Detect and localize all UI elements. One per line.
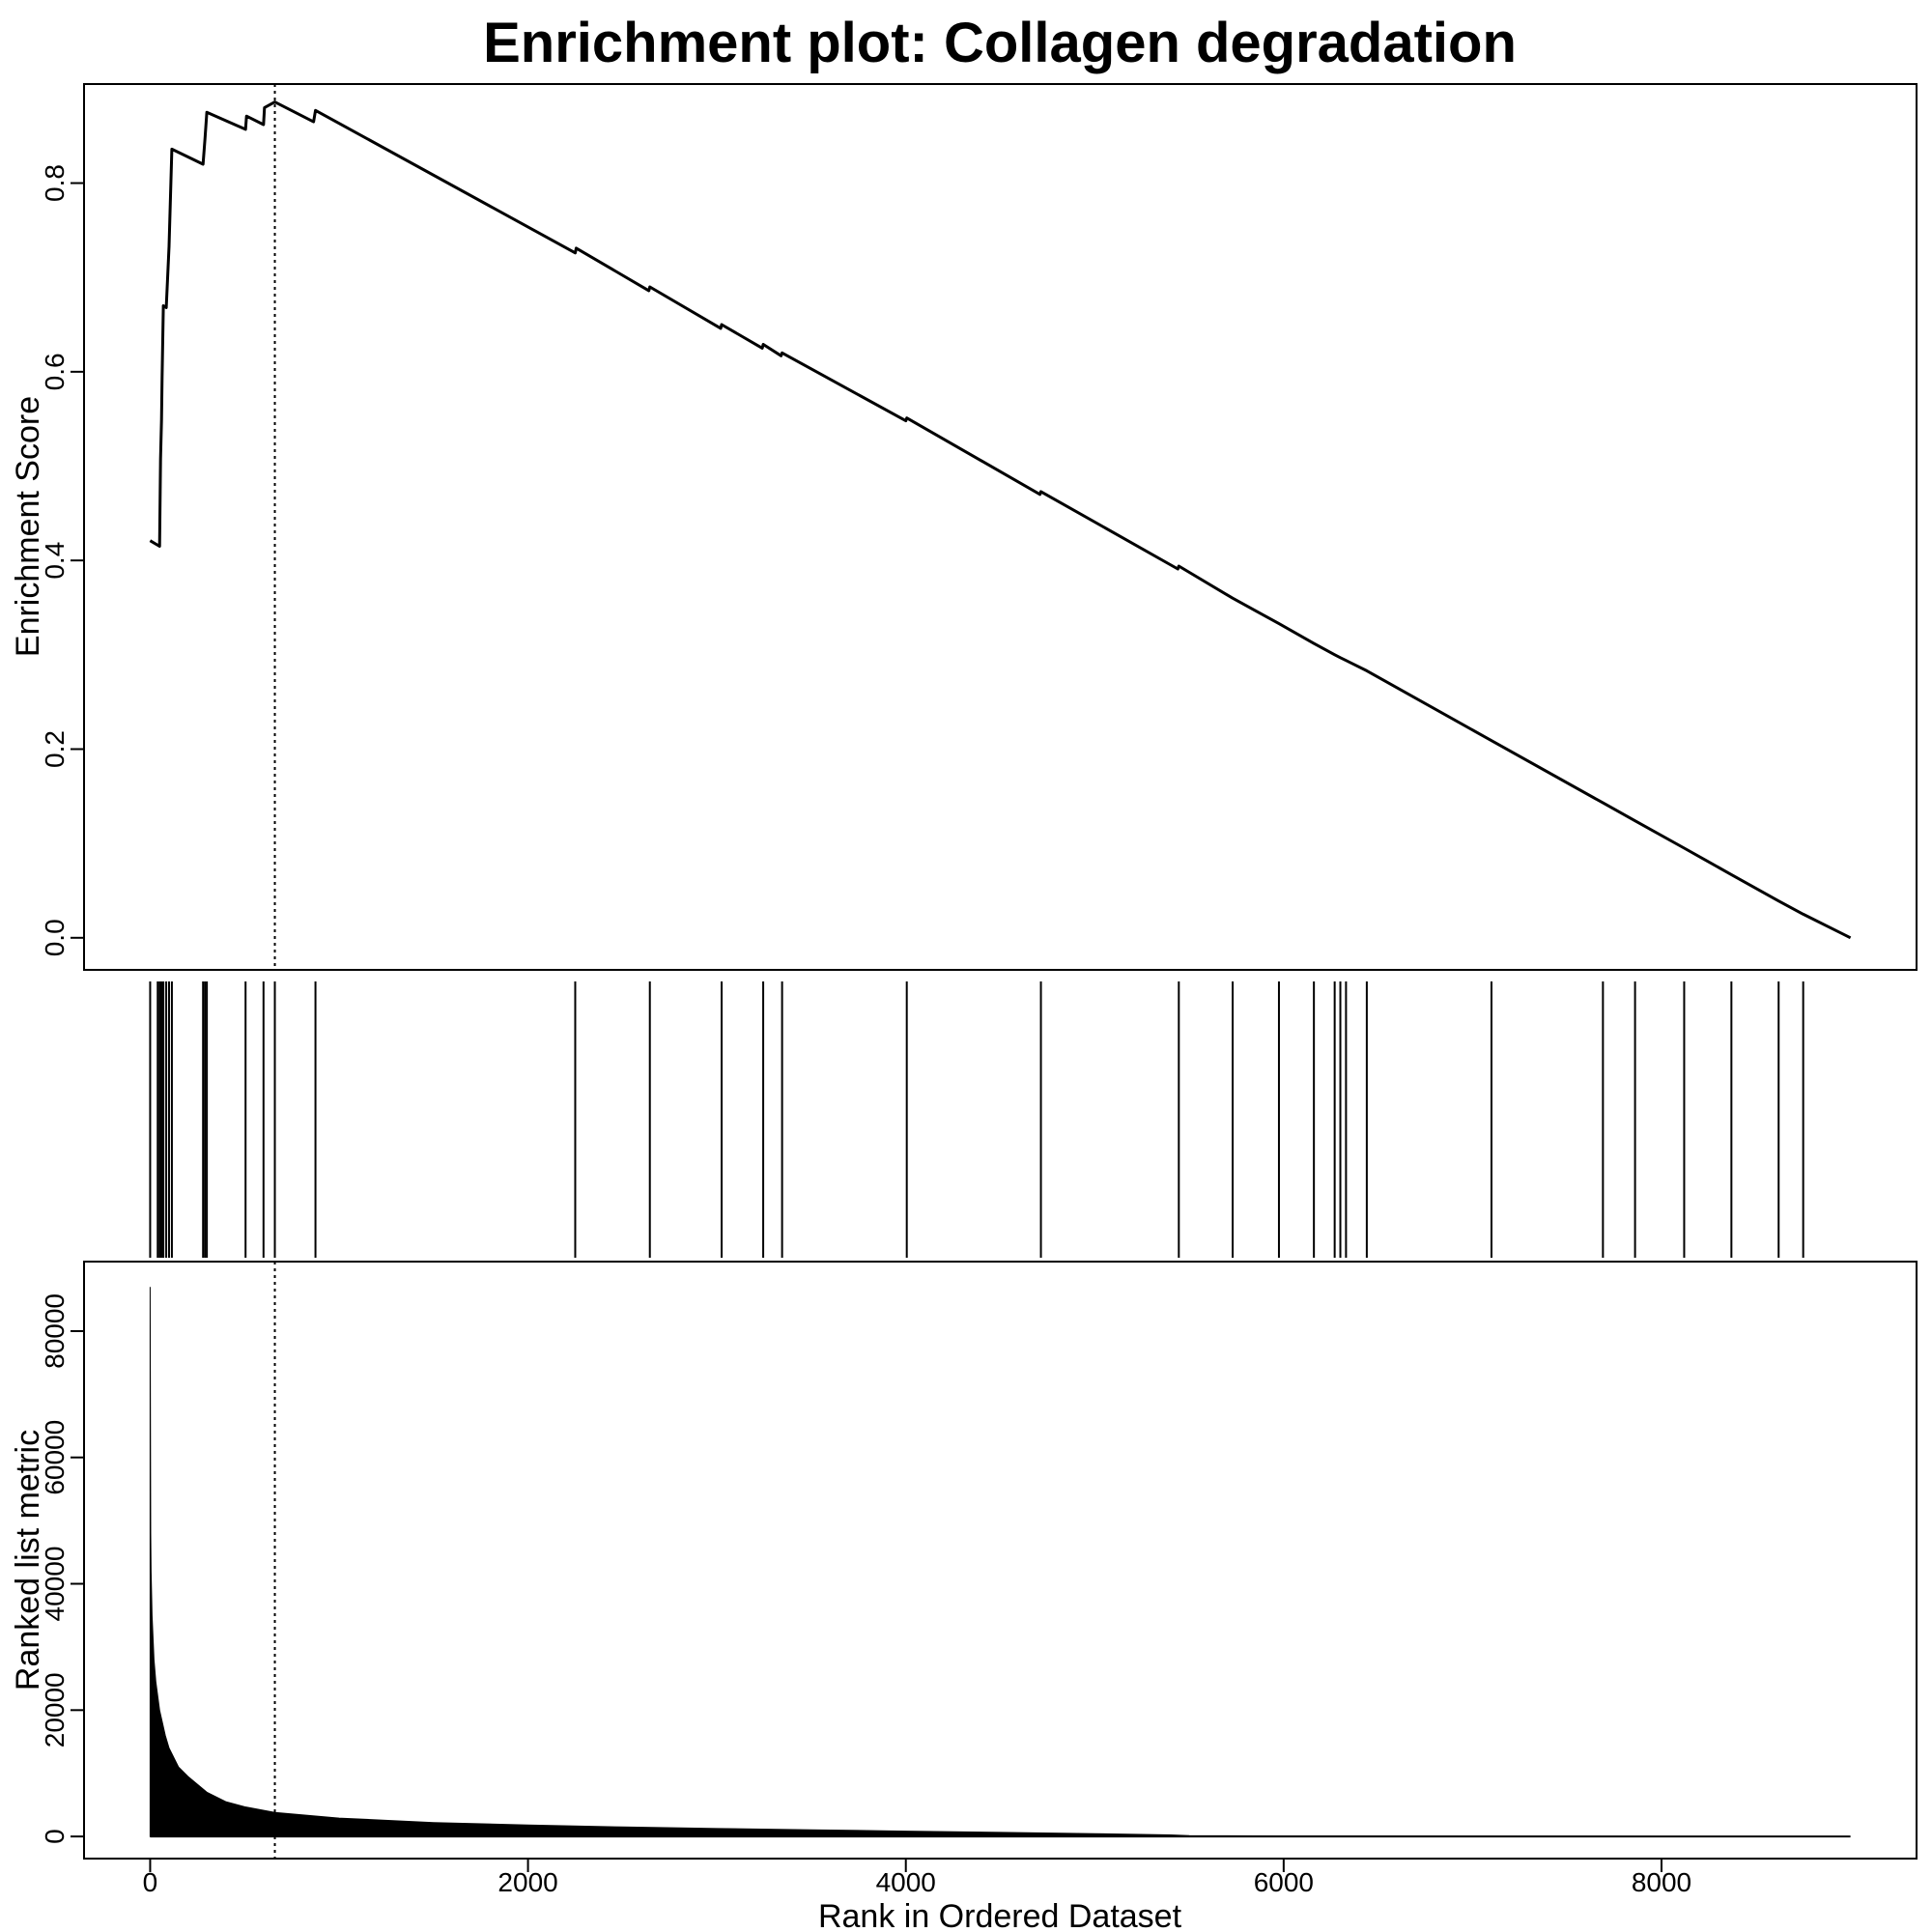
enrichment-score-line [149,100,1852,940]
enrichment-y-axis: 0.0 0.2 0.4 0.6 0.8 [40,164,84,956]
metric-y-tick-label: 20000 [40,1672,70,1747]
hits-panel [149,981,1804,1258]
metric-y-axis-label: Ranked list metric [10,1430,46,1690]
x-axis: 0 2000 4000 6000 8000 [143,1859,1691,1897]
ranked-metric-area [149,1287,1851,1837]
x-axis-label: Rank in Ordered Dataset [818,1898,1182,1932]
metric-panel-frame [83,1261,1918,1860]
metric-y-tick-label: 60000 [40,1420,70,1495]
enrichment-y-tick-label: 0.8 [40,164,70,202]
x-tick-label: 4000 [876,1867,936,1897]
x-tick-label: 6000 [1254,1867,1314,1897]
chart-title: Enrichment plot: Collagen degradation [483,12,1517,74]
enrichment-y-tick-label: 0.2 [40,730,70,768]
metric-y-tick-label: 80000 [40,1293,70,1369]
enrichment-y-tick-label: 0.0 [40,919,70,956]
metric-y-axis: 0 20000 40000 60000 80000 [40,1293,84,1844]
enrichment-y-tick-label: 0.4 [40,542,70,580]
metric-y-tick-label: 0 [40,1829,70,1844]
metric-y-tick-label: 40000 [40,1547,70,1622]
enrichment-plot-area [149,84,1852,970]
enrichment-y-tick-label: 0.6 [40,353,70,390]
x-tick-label: 0 [143,1867,158,1897]
x-tick-label: 2000 [497,1867,557,1897]
x-tick-label: 8000 [1632,1867,1691,1897]
enrichment-panel-frame [83,83,1918,971]
enrichment-panel: 0.0 0.2 0.4 0.6 0.8 Enrichment Score [10,83,1918,971]
metric-plot-area [149,1262,1851,1859]
enrichment-y-axis-label: Enrichment Score [10,396,46,657]
